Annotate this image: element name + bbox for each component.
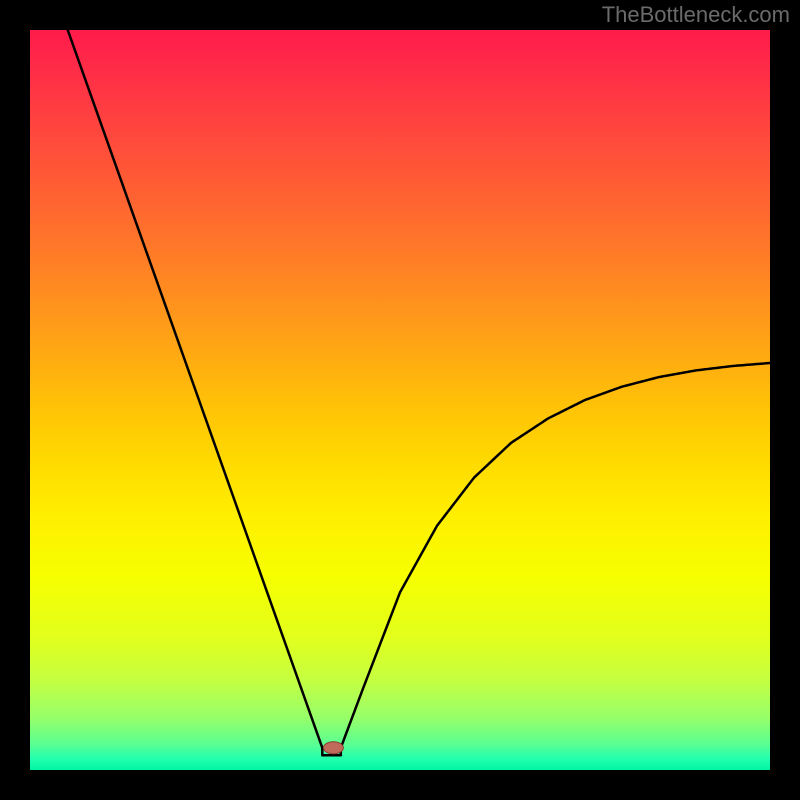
- optimum-marker: [323, 742, 343, 754]
- chart-container: TheBottleneck.com: [0, 0, 800, 800]
- gradient-background: [30, 30, 770, 770]
- watermark-text: TheBottleneck.com: [602, 2, 790, 28]
- plot-area: [30, 30, 770, 770]
